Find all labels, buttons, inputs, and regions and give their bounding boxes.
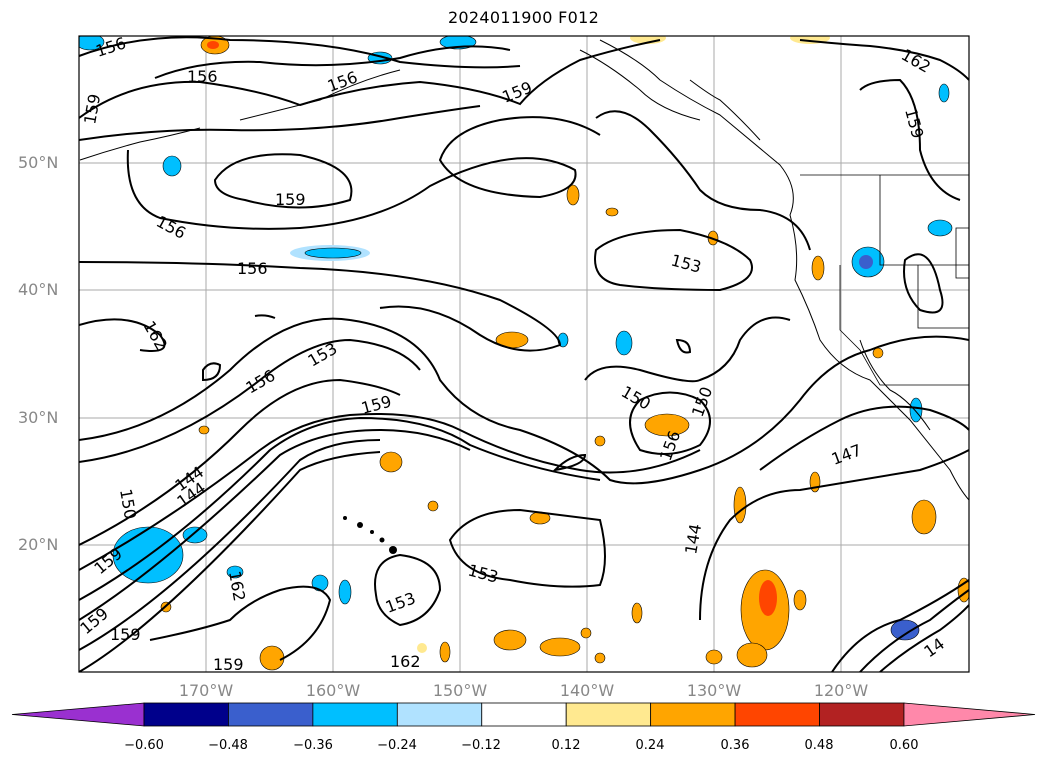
colorbar-segment [650,702,736,727]
lon-label-140w: 140°W [559,681,615,700]
contour-label: 162 [225,569,249,602]
contour-label: 153 [305,339,341,371]
hawaiian-islands [343,516,397,554]
colorbar-tick: 0.12 [551,738,581,753]
colorbar-tick: −0.36 [293,738,333,753]
colorbar-segment [143,702,229,727]
lat-label-40n: 40°N [18,280,59,299]
gridlines [79,36,969,672]
lon-label-170w: 170°W [178,681,234,700]
colorbar-tick: 0.24 [635,738,665,753]
contour-label: 159 [213,655,244,674]
contour-label: 150 [618,382,654,414]
colorbar-tick: −0.12 [461,738,501,753]
plot-frame [78,35,970,673]
colorbar-tick: 0.48 [804,738,834,753]
colorbar-segment [481,702,567,727]
contour-label: 144 [681,522,705,555]
lon-label-160w: 160°W [305,681,361,700]
colorbar-segment [312,702,398,727]
colorbar-segment [565,702,652,727]
colorbar-extend-max [903,702,1036,727]
shading-patches [79,36,969,671]
colorbar-tick: −0.24 [377,738,417,753]
lon-label-150w: 150°W [432,681,488,700]
contour-label: 156 [153,212,189,243]
contour-label: 159 [80,92,104,125]
contour-label: 156 [187,67,218,86]
colorbar-segment [396,702,483,727]
colorbar-segment [228,702,314,727]
contour-label: 150 [688,384,716,419]
map-title: 2024011900 F012 [447,8,600,27]
colorbar-segment [819,702,905,727]
contour-label: 159 [901,106,927,140]
colorbar-tick: −0.60 [124,738,164,753]
colorbar-extend-min [11,702,145,727]
colorbar-segment [734,702,820,727]
contour-label: 153 [669,251,703,277]
lat-label-20n: 20°N [18,535,59,554]
lon-label-120w: 120°W [813,681,869,700]
colorbar [11,702,1036,727]
lat-label-30n: 30°N [18,408,59,427]
contour-label: 150 [116,487,140,520]
height-contours [79,36,969,672]
contour-label: 159 [499,78,534,107]
contour-label: 162 [390,652,421,671]
contour-label: 153 [383,588,418,616]
contour-label: 147 [829,440,864,468]
contour-label: 159 [275,190,306,209]
contour-label: 153 [466,561,500,587]
coastlines [79,39,969,501]
colorbar-tick: −0.48 [208,738,248,753]
contour-label: 162 [140,318,172,354]
political-boundaries [800,174,969,386]
colorbar-tick: 0.60 [889,738,919,753]
lon-label-130w: 130°W [686,681,742,700]
lat-label-50n: 50°N [18,153,59,172]
contour-label: 159 [110,625,141,644]
contour-label: 156 [237,259,268,278]
colorbar-tick: 0.36 [720,738,750,753]
